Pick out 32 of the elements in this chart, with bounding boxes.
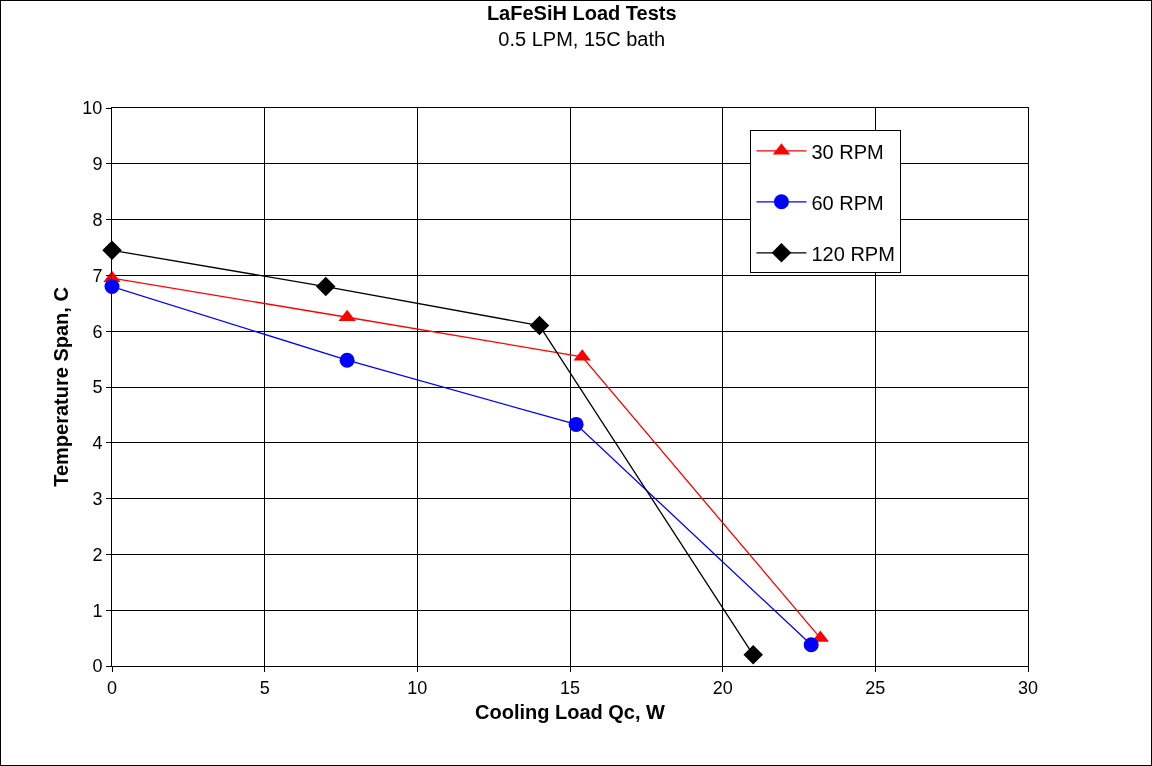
y-tick-label: 4 bbox=[92, 433, 103, 454]
x-tick-label: 20 bbox=[712, 677, 733, 698]
point bbox=[315, 276, 336, 297]
legend-label: 30 RPM bbox=[811, 140, 884, 163]
point bbox=[803, 637, 819, 653]
x-tick-label: 0 bbox=[106, 677, 118, 698]
point bbox=[568, 416, 584, 432]
x-tick-label: 30 bbox=[1017, 677, 1039, 698]
y-tick-label: 9 bbox=[92, 154, 103, 175]
y-tick-label: 10 bbox=[82, 98, 103, 119]
y-tick-label: 1 bbox=[92, 600, 103, 621]
y-tick-label: 6 bbox=[92, 321, 103, 342]
y-tick-label: 2 bbox=[92, 544, 103, 565]
y-tick-label: 8 bbox=[92, 209, 103, 230]
y-tick-label: 7 bbox=[92, 265, 103, 286]
point bbox=[102, 240, 122, 261]
x-tick-label: 10 bbox=[407, 677, 428, 698]
point bbox=[339, 352, 355, 368]
y-axis-title: Temperature Span, C bbox=[49, 287, 72, 487]
y-tick-label: 3 bbox=[92, 488, 103, 509]
x-tick-label: 5 bbox=[259, 677, 270, 698]
y-tick-label: 5 bbox=[92, 377, 103, 398]
x-tick-label: 25 bbox=[865, 677, 886, 698]
point bbox=[743, 645, 763, 665]
legend-label: 60 RPM bbox=[811, 191, 884, 214]
chart-subtitle: 0.5 LPM, 15C bath bbox=[498, 28, 666, 51]
x-axis-title: Cooling Load Qc, W bbox=[475, 701, 666, 724]
chart-title: LaFeSiH Load Tests bbox=[486, 2, 677, 25]
legend-label: 120 RPM bbox=[811, 242, 895, 265]
x-tick-label: 15 bbox=[559, 677, 581, 698]
point bbox=[529, 315, 550, 336]
y-tick-label: 0 bbox=[92, 656, 103, 677]
